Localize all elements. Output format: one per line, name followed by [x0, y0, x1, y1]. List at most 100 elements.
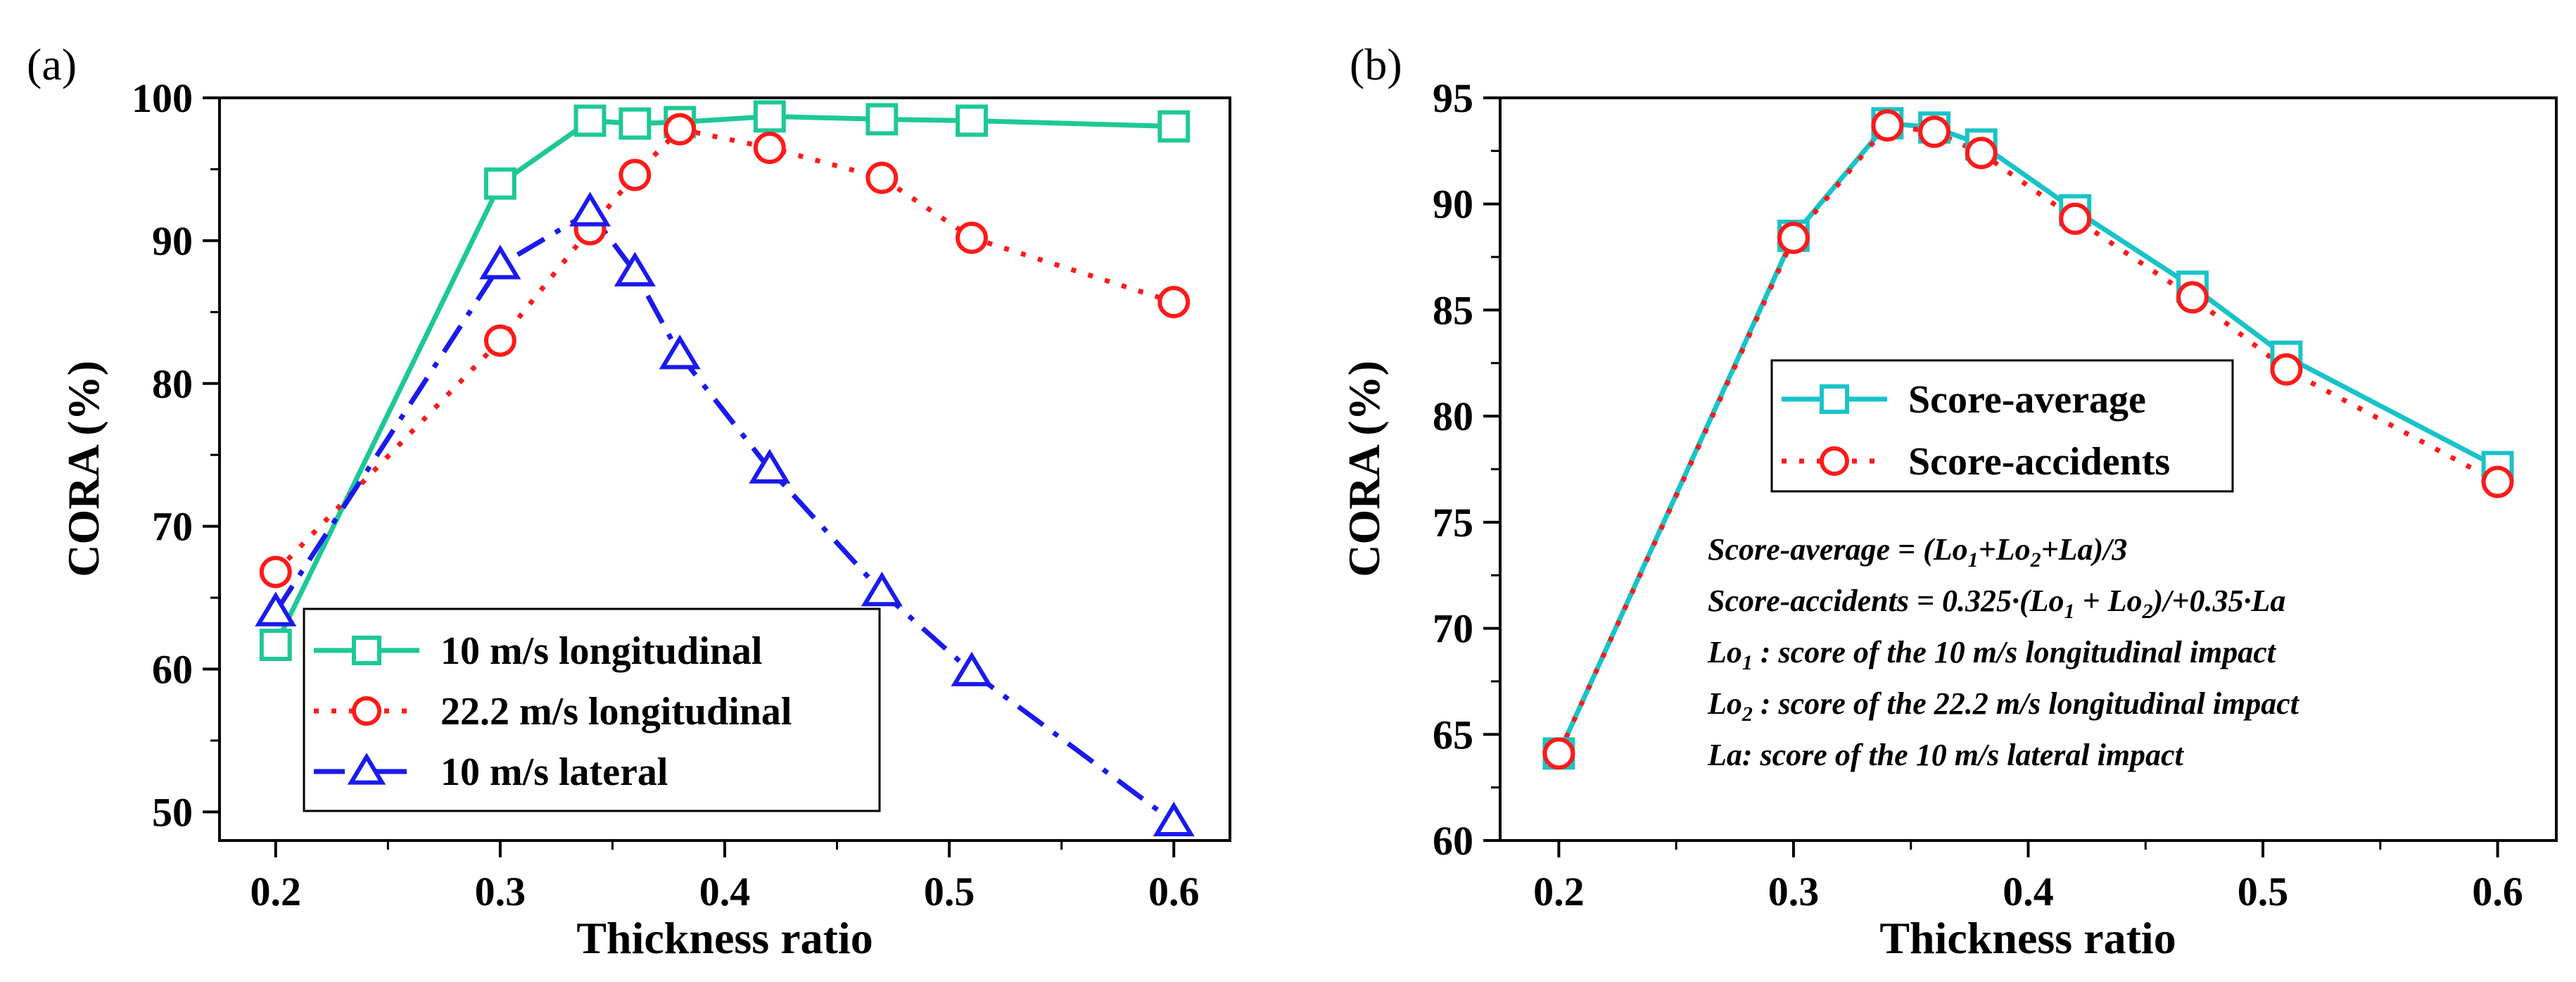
formula-line-4: La: score of the 10 m/s lateral impact: [1707, 738, 2185, 772]
data-point-b-1-3: [1918, 115, 1951, 149]
data-point-a-1-4: [664, 113, 697, 146]
legend-marker-b-0: [1819, 384, 1850, 415]
tick-labels-b: 0.2 0.3 0.4 0.5 0.6 60 65 70 75 80 85 90 95: [1433, 75, 2523, 914]
legend-marker-a-0: [351, 635, 382, 666]
panel-b-label: (b): [1350, 39, 1402, 89]
formula-part-0-0: Score-average = (Lo: [1708, 532, 1968, 567]
data-point-a-0-0: [259, 629, 292, 661]
data-point-b-1-0: [1542, 737, 1575, 770]
formula-part-2-2: : score of the 10 m/s longitudinal impac…: [1753, 635, 2277, 669]
y-tick-label-b-2: 70: [1433, 606, 1473, 652]
legend-frame-a: [303, 608, 881, 812]
x-axis-title-a: Thickness ratio: [576, 913, 873, 963]
series-line-a-1: [274, 127, 1175, 574]
tick-marks-b: [1483, 96, 2499, 857]
data-point-a-2-7: [951, 651, 993, 686]
y-tick-label-b-6: 90: [1433, 182, 1473, 227]
chart-panel-b: (b) 0.2 0.3 0.4 0.5 0.6 60 65 70 75 80 85 90 95 Thic…: [1339, 39, 2558, 963]
y-tick-label-a-0: 50: [152, 789, 193, 835]
legend-label-a-0: 10 m/s longitudinal: [440, 629, 762, 673]
x-axis-title-b: Thickness ratio: [1879, 913, 2176, 963]
data-point-a-0-8: [1157, 110, 1191, 143]
formula-part-1-3: 2: [2142, 600, 2153, 623]
formula-part-3-0: Lo: [1707, 686, 1742, 721]
x-tick-label-b-2: 0.4: [2003, 869, 2054, 914]
data-point-a-0-1: [483, 167, 516, 200]
data-point-a-1-1: [483, 324, 516, 357]
formula-part-0-3: 2: [2030, 548, 2041, 572]
y-axis-title-a: CORA (%): [58, 360, 108, 577]
legend-frame-b: [1770, 359, 2234, 493]
y-tick-label-a-2: 70: [152, 504, 193, 550]
legend-marker-b-1: [1819, 446, 1850, 477]
series-line-a-0: [273, 113, 1174, 646]
formula-part-1-2: + Lo: [2075, 584, 2143, 618]
x-tick-label-a-0: 0.2: [250, 869, 302, 914]
x-tick-label-b-4: 0.6: [2472, 869, 2523, 914]
y-tick-label-b-7: 95: [1433, 75, 1473, 121]
y-tick-label-b-3: 75: [1433, 500, 1473, 546]
legend-label-b-1: Score-accidents: [1908, 440, 2170, 484]
formula-part-1-0: Score-accidents = 0.325·(Lo: [1708, 584, 2064, 618]
data-point-b-1-1: [1777, 221, 1810, 254]
data-point-a-2-3: [614, 251, 656, 287]
series-group-a: [255, 100, 1195, 836]
formula-part-3-1: 2: [1741, 703, 1753, 726]
formula-line-0: Score-average = (Lo1+Lo2+La)/3: [1708, 532, 2127, 572]
x-tick-label-a-3: 0.5: [924, 869, 975, 914]
y-tick-label-b-0: 60: [1433, 818, 1473, 864]
data-point-a-0-5: [753, 100, 786, 133]
x-tick-label-b-3: 0.5: [2238, 869, 2289, 914]
data-point-a-1-5: [753, 132, 786, 164]
formula-part-1-4: )/+0.35·La: [2150, 584, 2286, 618]
series-group-b: [1542, 107, 2514, 770]
legend-marker-a-2: [347, 753, 386, 785]
data-point-b-1-6: [2176, 281, 2209, 314]
data-point-a-2-4: [659, 334, 701, 370]
x-tick-label-b-0: 0.2: [1533, 869, 1585, 914]
y-tick-label-b-5: 85: [1433, 287, 1473, 333]
formula-part-4-0: La: score of the 10 m/s lateral impact: [1707, 738, 2185, 772]
legend-marker-a-1: [351, 695, 382, 726]
legend-label-a-2: 10 m/s lateral: [440, 750, 668, 794]
data-point-b-1-2: [1871, 109, 1904, 142]
data-point-a-0-7: [956, 104, 988, 137]
data-point-b-1-5: [2059, 202, 2092, 235]
formula-part-3-2: : score of the 22.2 m/s longitudinal imp…: [1753, 686, 2300, 721]
data-point-a-2-6: [861, 572, 903, 607]
tick-labels-a: 0.2 0.3 0.4 0.5 0.6 50 60 70 80 90 100: [132, 75, 1199, 914]
formula-line-3: Lo2 : score of the 22.2 m/s longitudinal…: [1707, 686, 2300, 726]
y-tick-label-b-4: 80: [1433, 394, 1473, 439]
formula-part-0-1: 1: [1968, 548, 1979, 572]
x-tick-label-b-1: 0.3: [1768, 869, 1820, 914]
tick-marks-a: [203, 96, 1176, 857]
data-point-a-1-6: [865, 161, 899, 194]
x-tick-label-a-4: 0.6: [1148, 869, 1200, 914]
legend-b: Score-average Score-accidents: [1770, 359, 2234, 493]
formula-line-2: Lo1 : score of the 10 m/s longitudinal i…: [1707, 635, 2277, 674]
y-tick-label-a-1: 60: [152, 647, 193, 693]
data-point-a-0-6: [865, 103, 899, 136]
formula-part-0-2: +Lo: [1979, 532, 2031, 567]
y-tick-label-a-3: 80: [152, 361, 193, 407]
x-tick-label-a-1: 0.3: [475, 869, 526, 914]
data-point-a-1-8: [1157, 286, 1191, 319]
data-point-a-1-7: [956, 221, 988, 254]
data-point-a-2-8: [1153, 801, 1195, 836]
data-point-a-2-1: [479, 244, 521, 279]
formula-part-2-0: Lo: [1707, 635, 1742, 669]
y-tick-label-a-4: 90: [152, 218, 193, 264]
y-tick-label-b-1: 65: [1433, 712, 1473, 757]
data-point-a-1-0: [259, 555, 292, 588]
legend-label-b-0: Score-average: [1908, 378, 2146, 422]
data-point-a-2-2: [569, 191, 611, 227]
legend-a: 10 m/s longitudinal 22.2 m/s longitudinal…: [303, 608, 881, 812]
formula-part-2-1: 1: [1742, 651, 1753, 674]
data-point-b-1-8: [2481, 465, 2514, 498]
formula-part-1-1: 1: [2064, 600, 2075, 623]
panel-a-label: (a): [27, 39, 77, 89]
x-tick-label-a-2: 0.4: [699, 869, 751, 914]
data-point-a-0-3: [618, 107, 652, 140]
data-point-b-1-7: [2270, 353, 2303, 386]
formula-part-0-4: +La)/3: [2041, 532, 2128, 567]
